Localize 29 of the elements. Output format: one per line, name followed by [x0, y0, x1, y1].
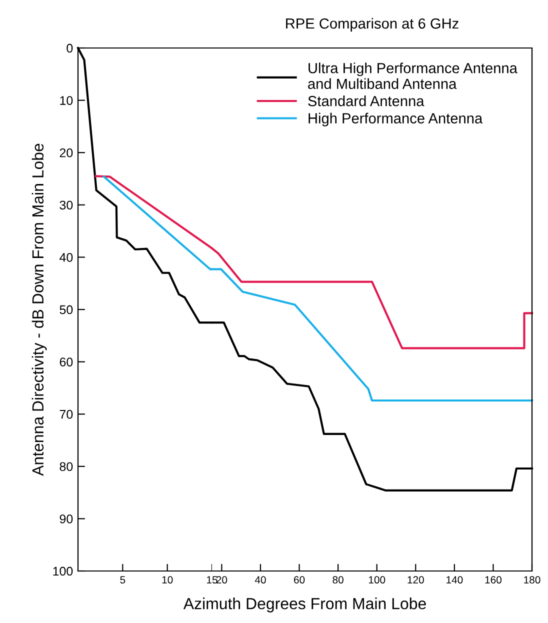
- x-tick-label: 10: [162, 576, 173, 584]
- y-tick-label: 50: [60, 305, 73, 314]
- y-tick-label: 60: [60, 358, 73, 366]
- legend-label: Ultra High Performance Antenna and Multiband Antenna: [308, 62, 518, 90]
- x-tick-label: 120: [408, 576, 424, 584]
- x-tick-label: 15: [207, 576, 218, 584]
- legend-label: High Performance Antenna: [308, 112, 483, 126]
- x-tick-label: 140: [446, 576, 463, 584]
- y-tick-label: 20: [60, 148, 73, 158]
- y-tick-label: 0: [66, 44, 73, 53]
- x-tick-label: 100: [368, 576, 386, 584]
- y-axis-title: Antenna Directivity - dB Down From Main Lobe: [32, 144, 47, 476]
- y-tick-label: 40: [60, 253, 73, 262]
- y-tick-label: 80: [60, 462, 73, 472]
- y-tick-label: 10: [60, 96, 73, 105]
- chart-title: RPE Comparison at 6 GHz: [286, 18, 458, 32]
- x-tick-label: 20: [216, 576, 228, 584]
- y-tick-label: 30: [60, 200, 73, 210]
- x-tick-label: 160: [485, 576, 502, 584]
- y-tick-label: 90: [60, 514, 73, 524]
- legend-label: Standard Antenna: [308, 96, 424, 106]
- y-tick-label: 70: [60, 410, 73, 419]
- x-tick-label: 40: [254, 576, 266, 584]
- x-tick-label: 180: [524, 576, 540, 584]
- x-tick-label: 60: [294, 576, 305, 584]
- x-axis-title: Azimuth Degrees From Main Lobe: [183, 598, 426, 612]
- x-tick-label: 5: [120, 576, 126, 584]
- y-tick-label: 100: [53, 566, 73, 576]
- x-tick-label: 80: [332, 576, 344, 584]
